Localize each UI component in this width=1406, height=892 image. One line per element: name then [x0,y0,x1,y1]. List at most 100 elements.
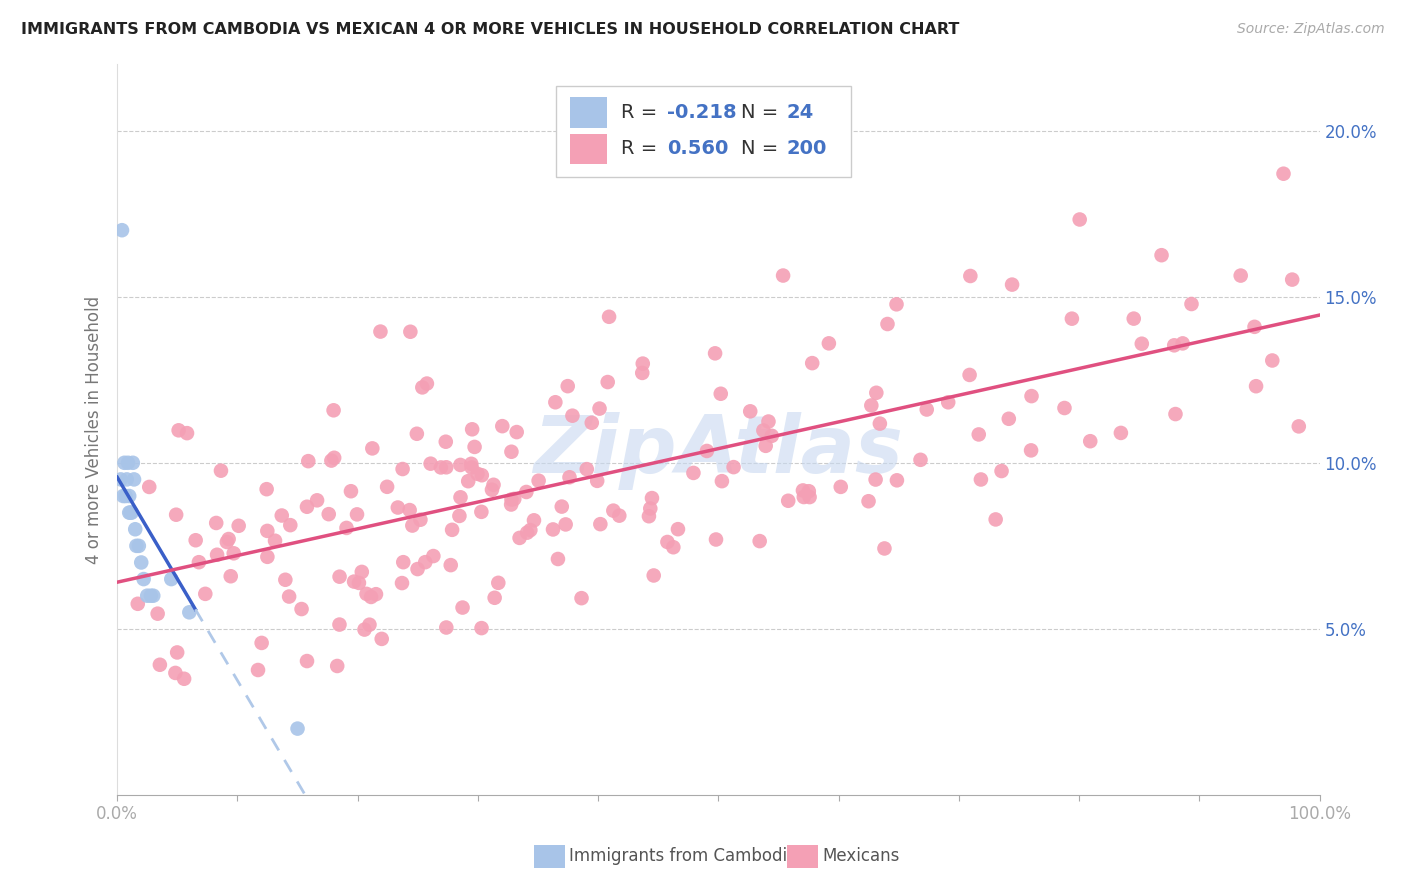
Text: 200: 200 [787,139,827,159]
Point [561,409,583,423]
Point [419,457,441,471]
Point [1021,389,1043,403]
Point [399,325,422,339]
Point [740,404,762,418]
Point [752,424,775,438]
Point [450,491,472,505]
Point [434,434,457,449]
Point [166,645,188,659]
Point [515,485,537,500]
Point [910,452,932,467]
Point [1150,248,1173,262]
Point [865,385,887,400]
Point [121,456,143,470]
Point [326,659,349,673]
Text: -0.218: -0.218 [666,103,737,122]
Point [1281,272,1303,286]
Point [1171,336,1194,351]
Point [124,522,146,536]
Point [176,426,198,441]
Point [503,491,526,506]
Point [1001,277,1024,292]
Point [547,552,569,566]
Point [278,518,301,533]
Point [307,493,329,508]
Point [132,572,155,586]
Point [704,346,727,360]
Point [219,569,242,583]
Point [799,490,821,504]
Point [491,419,513,434]
FancyBboxPatch shape [555,86,851,178]
Point [401,518,423,533]
Point [356,587,378,601]
Point [602,503,624,517]
Point [118,506,141,520]
Point [460,460,482,475]
Point [360,590,382,604]
Point [228,518,250,533]
Point [323,450,346,465]
Point [1130,336,1153,351]
Point [886,297,908,311]
Point [110,472,132,486]
Point [295,500,318,514]
Point [449,458,471,472]
Point [346,508,368,522]
Point [915,402,938,417]
Point [343,574,366,589]
Point [516,525,538,540]
Point [936,395,959,409]
Point [886,473,908,487]
Point [607,508,630,523]
Point [218,532,240,546]
Point [409,513,432,527]
Point [406,562,429,576]
Point [1272,167,1295,181]
Point [264,533,287,548]
Point [1229,268,1251,283]
Point [519,523,541,537]
Point [122,472,145,486]
Point [589,517,612,532]
Point [215,535,238,549]
Point [1244,379,1267,393]
Point [222,546,245,560]
Point [146,607,169,621]
Point [723,460,745,475]
Point [405,426,427,441]
Point [247,663,270,677]
Point [118,489,141,503]
Point [967,427,990,442]
Text: 0.560: 0.560 [666,139,728,159]
Point [256,549,278,564]
Point [959,368,981,382]
Y-axis label: 4 or more Vehicles in Household: 4 or more Vehicles in Household [86,295,103,564]
Point [413,555,436,569]
Point [793,490,815,504]
Point [398,503,420,517]
Point [322,403,344,417]
Point [321,453,343,467]
Point [1019,443,1042,458]
Point [120,506,142,520]
Point [328,617,350,632]
Point [353,623,375,637]
Point [704,533,727,547]
Point [1122,311,1144,326]
Point [1053,401,1076,415]
Point [792,483,814,498]
Point [470,505,492,519]
Point [114,489,136,503]
Point [184,533,207,548]
Point [484,591,506,605]
Point [1288,419,1310,434]
Point [270,508,292,523]
Text: Mexicans: Mexicans [823,847,900,865]
Point [1163,338,1185,352]
Point [370,325,392,339]
Point [1060,311,1083,326]
Point [558,470,581,484]
Point [340,484,363,499]
Point [984,512,1007,526]
